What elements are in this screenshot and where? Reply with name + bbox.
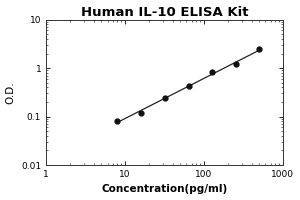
Title: Human IL-10 ELISA Kit: Human IL-10 ELISA Kit — [81, 6, 248, 19]
Y-axis label: O.D.: O.D. — [6, 81, 16, 104]
X-axis label: Concentration(pg/ml): Concentration(pg/ml) — [101, 184, 228, 194]
